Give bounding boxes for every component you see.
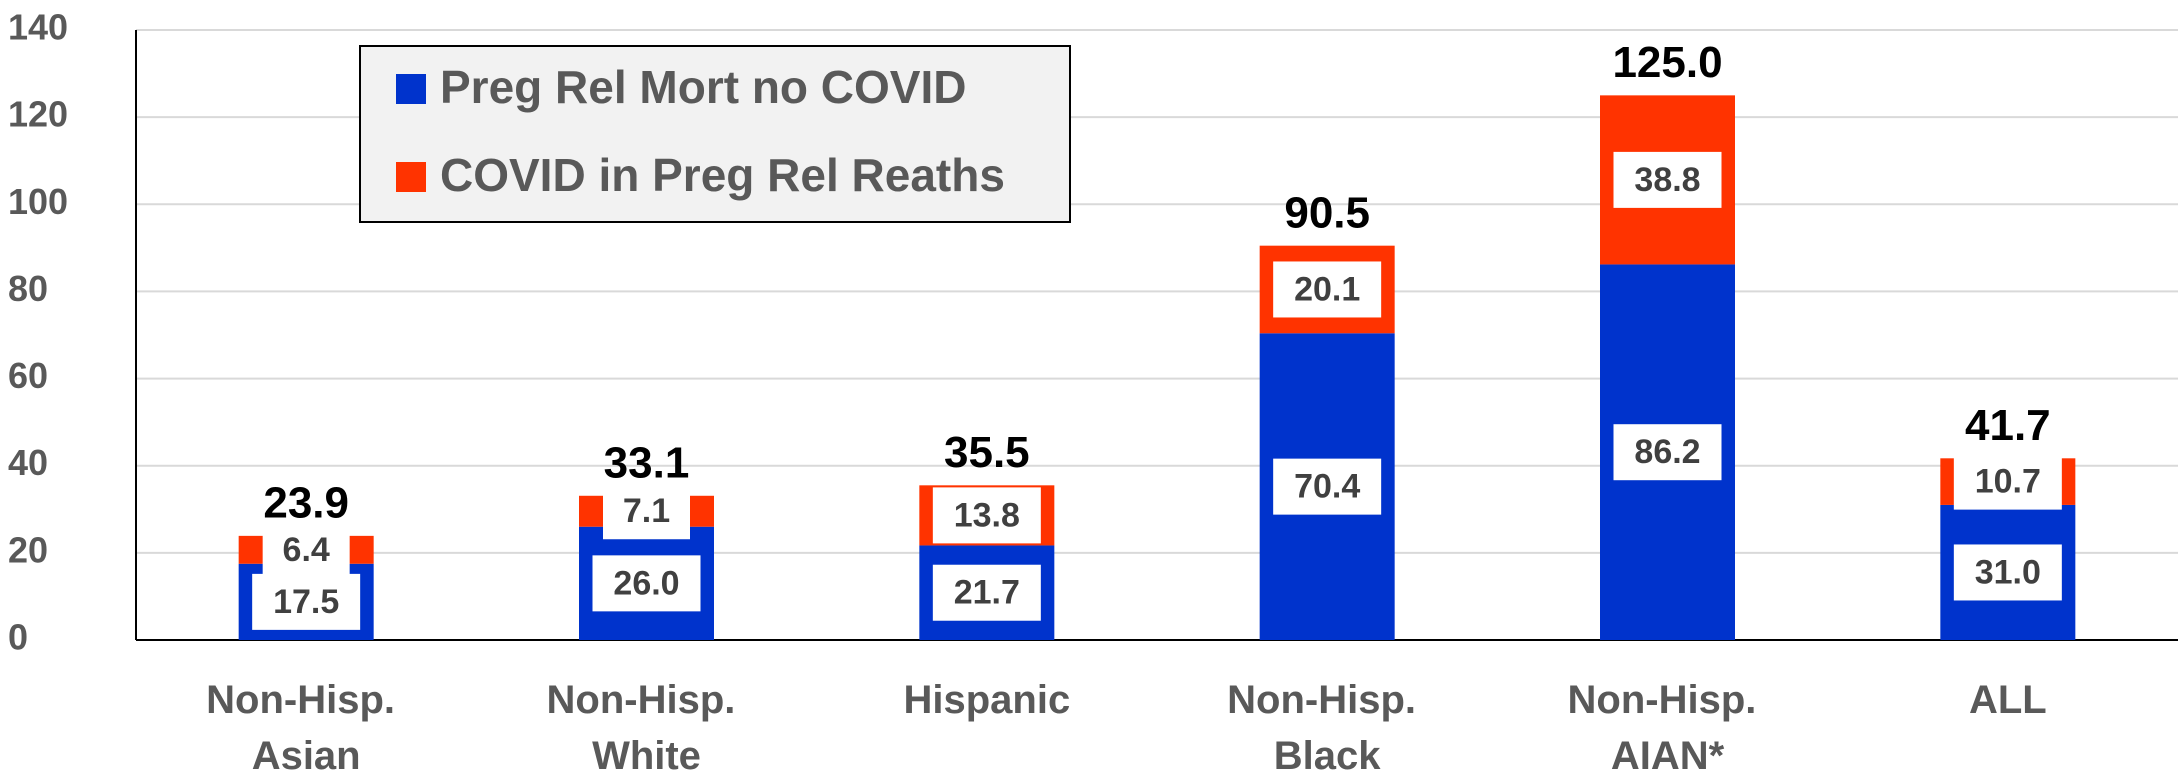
legend-box xyxy=(359,45,1071,223)
x-tick-line: Non-Hisp. xyxy=(1568,678,1768,722)
data-label: 7.1 xyxy=(623,492,670,530)
data-label: 17.5 xyxy=(273,583,339,621)
label-box xyxy=(1613,424,1722,481)
data-label: 13.8 xyxy=(954,496,1020,534)
x-tick-line: Non-Hisp. xyxy=(547,678,747,722)
total-label: 35.5 xyxy=(944,428,1030,477)
label-box xyxy=(262,521,350,578)
y-tick-label: 100 xyxy=(8,181,68,222)
data-label: 21.7 xyxy=(954,574,1020,612)
total-label: 41.7 xyxy=(1965,401,2051,450)
x-tick-line: AIAN* xyxy=(1611,734,1725,778)
data-label: 38.8 xyxy=(1634,161,1700,199)
x-tick-label: Non-Hisp. Black xyxy=(1227,678,1427,778)
y-tick-label: 120 xyxy=(8,94,68,135)
legend-swatch xyxy=(396,74,426,104)
legend-label: Preg Rel Mort no COVID xyxy=(440,61,966,113)
x-tick-label: Non-Hisp. White xyxy=(547,678,747,778)
data-label: 70.4 xyxy=(1294,468,1360,506)
y-tick-label: 60 xyxy=(8,355,48,396)
y-tick-label: 140 xyxy=(8,7,68,48)
total-label: 33.1 xyxy=(604,438,690,487)
x-tick-line: Non-Hisp. xyxy=(1227,678,1427,722)
x-tick-label: Non-Hisp. AIAN* xyxy=(1568,678,1768,778)
y-tick-label: 20 xyxy=(8,529,48,570)
x-tick-label: Hispanic xyxy=(903,678,1070,722)
data-label: 6.4 xyxy=(283,531,330,569)
y-tick-label: 40 xyxy=(8,442,48,483)
label-box xyxy=(1613,151,1722,208)
x-tick-label: ALL xyxy=(1969,678,2047,722)
x-tick-line: White xyxy=(592,734,701,778)
total-label: 23.9 xyxy=(263,478,349,527)
x-tick-line: Hispanic xyxy=(903,678,1070,722)
data-label: 20.1 xyxy=(1294,270,1360,308)
data-label: 31.0 xyxy=(1975,553,2041,591)
total-label: 125.0 xyxy=(1612,38,1722,87)
y-tick-label: 80 xyxy=(8,268,48,309)
label-box xyxy=(1273,458,1382,515)
label-box xyxy=(1273,261,1382,318)
label-box xyxy=(932,487,1041,544)
x-tick-line: Black xyxy=(1274,734,1381,778)
data-label: 86.2 xyxy=(1634,433,1700,471)
label-box xyxy=(592,555,701,612)
data-label: 26.0 xyxy=(613,564,679,602)
label-box xyxy=(1953,544,2062,601)
legend-label: COVID in Preg Rel Reaths xyxy=(440,149,1005,201)
label-box xyxy=(1953,453,2062,510)
x-tick-label: Non-Hisp. Asian xyxy=(206,678,406,778)
legend-swatch xyxy=(396,162,426,192)
label-box xyxy=(603,483,690,540)
label-box xyxy=(252,573,361,630)
x-tick-line: ALL xyxy=(1969,678,2047,722)
label-box xyxy=(932,564,1041,621)
x-tick-line: Asian xyxy=(252,734,361,778)
y-tick-label: 0 xyxy=(8,617,28,658)
x-tick-line: Non-Hisp. xyxy=(206,678,406,722)
data-label: 10.7 xyxy=(1975,463,2041,501)
total-label: 90.5 xyxy=(1284,188,1370,237)
